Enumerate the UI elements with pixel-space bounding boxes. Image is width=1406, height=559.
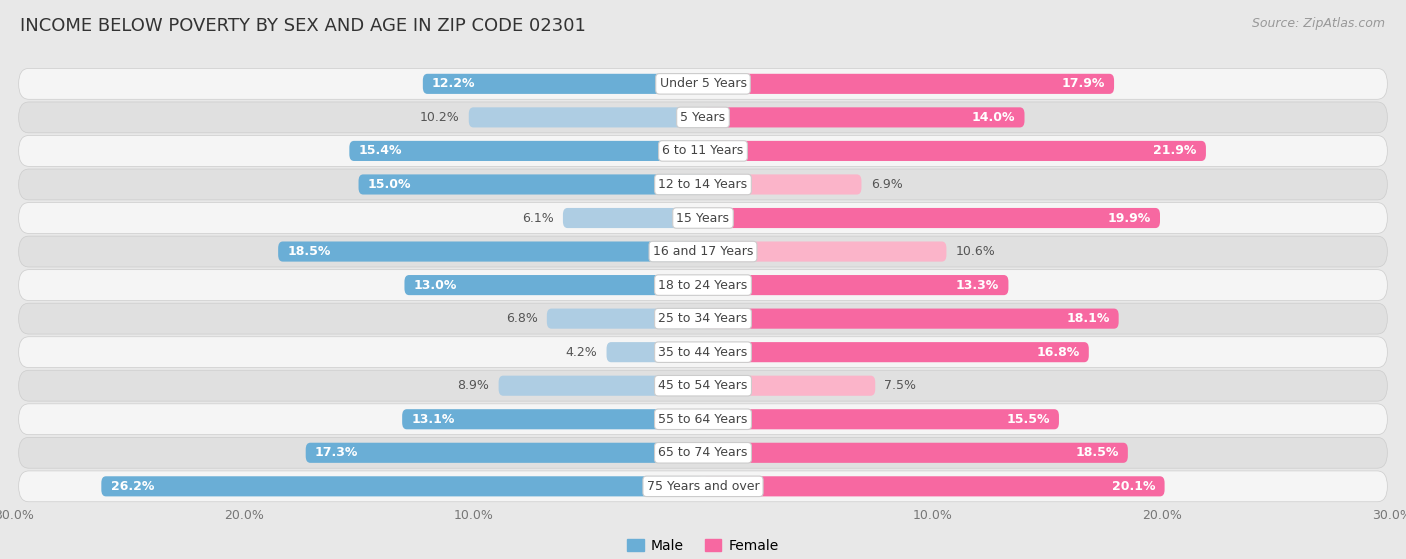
FancyBboxPatch shape: [562, 208, 703, 228]
Text: 13.0%: 13.0%: [413, 278, 457, 292]
FancyBboxPatch shape: [18, 135, 1388, 167]
Text: 17.3%: 17.3%: [315, 446, 359, 459]
FancyBboxPatch shape: [606, 342, 703, 362]
FancyBboxPatch shape: [703, 107, 1025, 127]
Text: Source: ZipAtlas.com: Source: ZipAtlas.com: [1251, 17, 1385, 30]
Text: 5 Years: 5 Years: [681, 111, 725, 124]
FancyBboxPatch shape: [349, 141, 703, 161]
Text: 6.8%: 6.8%: [506, 312, 537, 325]
FancyBboxPatch shape: [359, 174, 703, 195]
FancyBboxPatch shape: [703, 476, 1164, 496]
FancyBboxPatch shape: [468, 107, 703, 127]
FancyBboxPatch shape: [703, 342, 1088, 362]
Text: 18.1%: 18.1%: [1066, 312, 1109, 325]
Text: 18 to 24 Years: 18 to 24 Years: [658, 278, 748, 292]
FancyBboxPatch shape: [18, 102, 1388, 133]
Text: 15 Years: 15 Years: [676, 211, 730, 225]
FancyBboxPatch shape: [18, 437, 1388, 468]
FancyBboxPatch shape: [18, 370, 1388, 401]
Text: 18.5%: 18.5%: [1076, 446, 1119, 459]
FancyBboxPatch shape: [18, 169, 1388, 200]
FancyBboxPatch shape: [547, 309, 703, 329]
FancyBboxPatch shape: [703, 141, 1206, 161]
Text: 15.5%: 15.5%: [1007, 413, 1050, 426]
Text: 15.0%: 15.0%: [368, 178, 411, 191]
Text: 75 Years and over: 75 Years and over: [647, 480, 759, 493]
FancyBboxPatch shape: [18, 303, 1388, 334]
Text: INCOME BELOW POVERTY BY SEX AND AGE IN ZIP CODE 02301: INCOME BELOW POVERTY BY SEX AND AGE IN Z…: [20, 17, 585, 35]
FancyBboxPatch shape: [18, 68, 1388, 100]
Text: 65 to 74 Years: 65 to 74 Years: [658, 446, 748, 459]
Text: 20.1%: 20.1%: [1112, 480, 1156, 493]
FancyBboxPatch shape: [18, 404, 1388, 435]
FancyBboxPatch shape: [703, 208, 1160, 228]
FancyBboxPatch shape: [703, 309, 1119, 329]
Text: 6.9%: 6.9%: [870, 178, 903, 191]
Text: 16.8%: 16.8%: [1036, 345, 1080, 359]
Text: 14.0%: 14.0%: [972, 111, 1015, 124]
FancyBboxPatch shape: [402, 409, 703, 429]
Text: 21.9%: 21.9%: [1153, 144, 1197, 158]
FancyBboxPatch shape: [703, 74, 1114, 94]
FancyBboxPatch shape: [405, 275, 703, 295]
FancyBboxPatch shape: [703, 241, 946, 262]
FancyBboxPatch shape: [278, 241, 703, 262]
FancyBboxPatch shape: [703, 174, 862, 195]
Text: 6.1%: 6.1%: [522, 211, 554, 225]
Text: 17.9%: 17.9%: [1062, 77, 1105, 91]
Text: 19.9%: 19.9%: [1108, 211, 1152, 225]
Text: 18.5%: 18.5%: [287, 245, 330, 258]
Text: 25 to 34 Years: 25 to 34 Years: [658, 312, 748, 325]
Text: 16 and 17 Years: 16 and 17 Years: [652, 245, 754, 258]
FancyBboxPatch shape: [18, 202, 1388, 234]
Text: Under 5 Years: Under 5 Years: [659, 77, 747, 91]
FancyBboxPatch shape: [101, 476, 703, 496]
Text: 4.2%: 4.2%: [565, 345, 598, 359]
Text: 15.4%: 15.4%: [359, 144, 402, 158]
FancyBboxPatch shape: [423, 74, 703, 94]
FancyBboxPatch shape: [18, 337, 1388, 368]
Text: 35 to 44 Years: 35 to 44 Years: [658, 345, 748, 359]
Text: 8.9%: 8.9%: [457, 379, 489, 392]
Legend: Male, Female: Male, Female: [627, 539, 779, 553]
FancyBboxPatch shape: [305, 443, 703, 463]
Text: 13.1%: 13.1%: [412, 413, 454, 426]
Text: 45 to 54 Years: 45 to 54 Years: [658, 379, 748, 392]
FancyBboxPatch shape: [18, 236, 1388, 267]
Text: 10.2%: 10.2%: [420, 111, 460, 124]
Text: 12.2%: 12.2%: [432, 77, 475, 91]
FancyBboxPatch shape: [703, 275, 1008, 295]
FancyBboxPatch shape: [18, 269, 1388, 301]
Text: 26.2%: 26.2%: [111, 480, 153, 493]
Text: 12 to 14 Years: 12 to 14 Years: [658, 178, 748, 191]
Text: 10.6%: 10.6%: [956, 245, 995, 258]
Text: 6 to 11 Years: 6 to 11 Years: [662, 144, 744, 158]
FancyBboxPatch shape: [703, 376, 875, 396]
Text: 7.5%: 7.5%: [884, 379, 917, 392]
FancyBboxPatch shape: [499, 376, 703, 396]
FancyBboxPatch shape: [703, 443, 1128, 463]
FancyBboxPatch shape: [18, 471, 1388, 502]
Text: 13.3%: 13.3%: [956, 278, 1000, 292]
FancyBboxPatch shape: [703, 409, 1059, 429]
Text: 55 to 64 Years: 55 to 64 Years: [658, 413, 748, 426]
